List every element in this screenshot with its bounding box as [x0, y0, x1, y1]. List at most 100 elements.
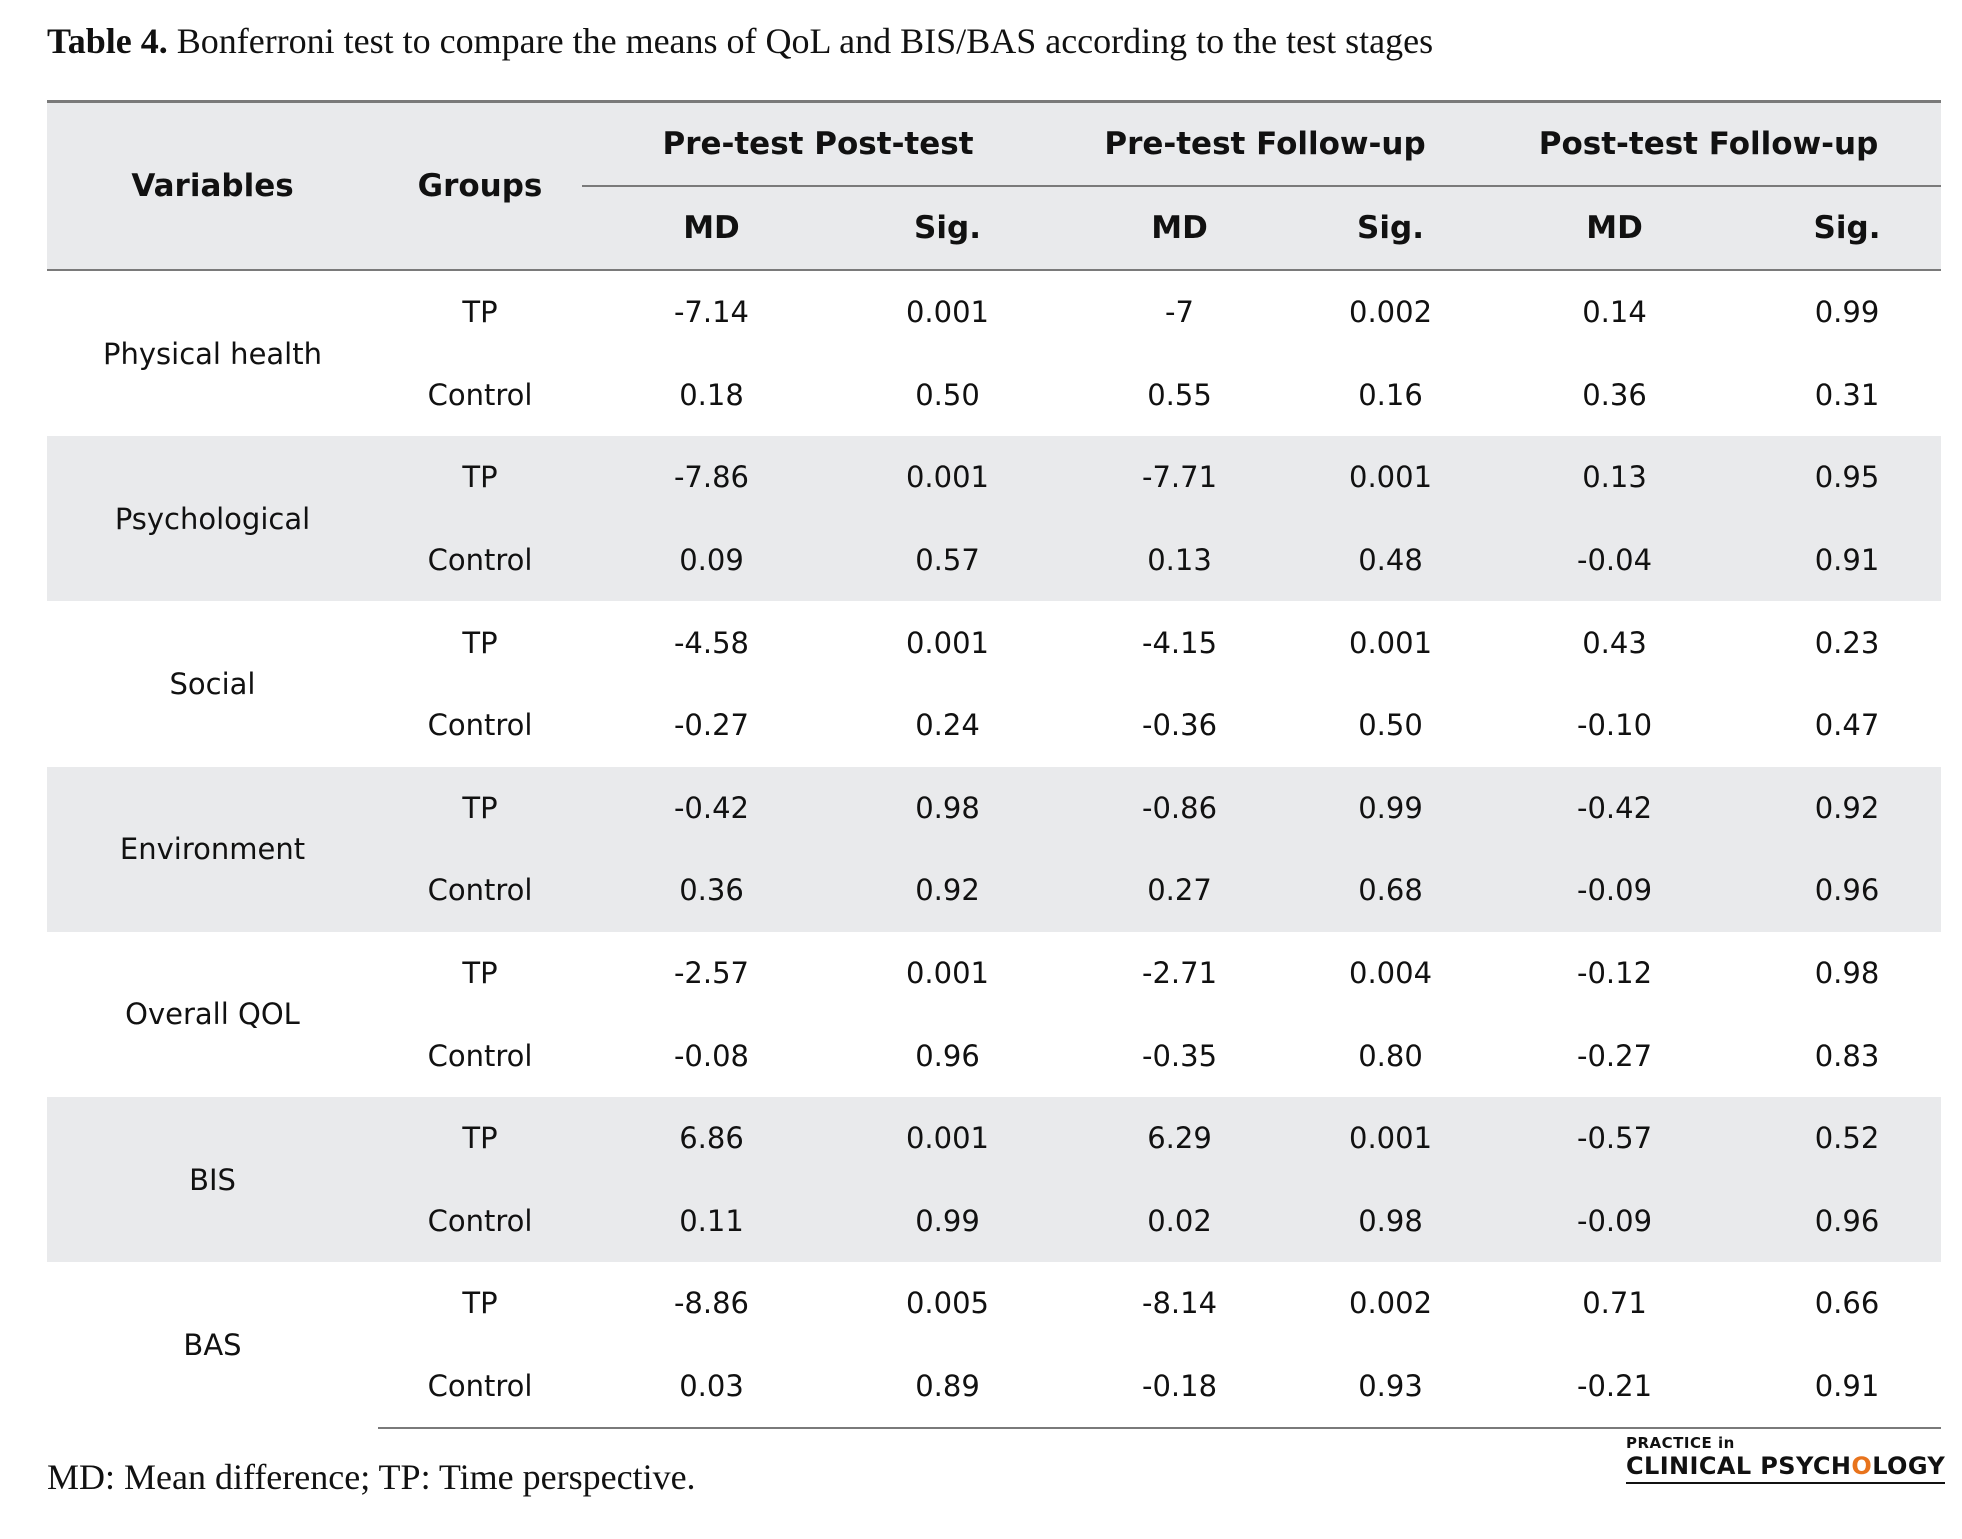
md-cell: -7.14 [673, 295, 750, 330]
sig-cell: 0.47 [1814, 708, 1880, 743]
table-row: Control 0.03 0.89 -0.18 0.93 -0.21 0.91 [47, 1344, 1942, 1430]
sig-cell: 0.16 [1358, 377, 1423, 412]
variable-cell: Psychological [47, 436, 378, 602]
group-cell: TP [378, 436, 582, 519]
md-cell: 0.14 [1582, 295, 1647, 330]
md-cell: -0.42 [582, 766, 841, 850]
group-cell: TP [378, 1096, 582, 1180]
sig-cell: 0.98 [1814, 956, 1880, 991]
variable-cell: Physical health [103, 336, 322, 371]
md-cell: 0.13 [1054, 518, 1306, 602]
sig-cell: 0.80 [1358, 1038, 1423, 1073]
sig-cell: 0.23 [1814, 625, 1880, 660]
header-posttest-followup: Post-test Follow-up [1476, 101, 1942, 187]
table-caption-label: Table 4. [47, 21, 168, 61]
md-cell: -0.12 [1576, 956, 1653, 991]
md-cell: -7.71 [1054, 436, 1306, 519]
group-cell: Control [378, 849, 582, 932]
md-cell: 0.27 [1054, 849, 1306, 932]
table-body: Physical health TP -7.14 0.001 -7 0.002 0.14 0.… [47, 270, 1942, 1430]
table-caption-text: Bonferroni test to compare the means of … [176, 21, 1434, 61]
group-cell: TP [462, 625, 498, 660]
journal-logo: PRACTICE in CLINICAL PSYCHOLOGY [1626, 1434, 1946, 1484]
table-row: Control 0.11 0.99 0.02 0.98 -0.09 0.96 [47, 1179, 1942, 1263]
md-cell: 0.36 [1582, 377, 1647, 412]
table-row: BAS TP -8.86 0.005 -8.14 0.002 0.71 0.66 [47, 1262, 1941, 1362]
sig-cell: 0.001 [905, 295, 990, 330]
variable-cell: BAS [183, 1328, 242, 1363]
sig-cell: 0.002 [1349, 1286, 1433, 1321]
sig-cell: 0.95 [1753, 436, 1942, 519]
md-cell: 0.43 [1582, 625, 1647, 660]
table-row: Control 0.36 0.92 0.27 0.68 -0.09 0.96 [47, 849, 1942, 932]
logo-main-b: LOGY [1872, 1452, 1946, 1480]
variable-cell: Social [169, 666, 256, 701]
md-cell: -0.27 [1576, 1038, 1653, 1073]
group-cell: TP [462, 1286, 498, 1321]
table-row: Control 0.09 0.57 0.13 0.48 -0.04 0.91 [47, 518, 1942, 602]
table-row: Environment TP -0.42 0.98 -0.86 0.99 -0.42 0.92 [47, 766, 1942, 932]
sig-cell: 0.52 [1753, 1096, 1942, 1180]
md-cell: 0.55 [1147, 377, 1212, 412]
sig-cell: 0.66 [1814, 1286, 1880, 1321]
md-cell: -8.14 [1141, 1286, 1218, 1321]
sig-cell: 0.99 [1814, 295, 1880, 330]
table-row: Control 0.18 0.50 0.55 0.16 0.36 0.31 [47, 354, 1941, 437]
group-cell: TP [462, 956, 498, 991]
md-cell: -2.71 [1141, 956, 1218, 991]
sig-cell: 0.001 [1305, 436, 1477, 519]
header-variables: Variables [47, 101, 378, 270]
sig-cell: 0.99 [1305, 766, 1477, 850]
sig-cell: 0.24 [915, 708, 980, 743]
table-row: Physical health TP -7.14 0.001 -7 0.002 0.14 0.… [47, 270, 1941, 370]
sig-cell: 0.89 [841, 1344, 1055, 1430]
sig-cell: 0.001 [1349, 625, 1433, 660]
md-cell: -0.08 [673, 1038, 750, 1073]
md-cell: -0.86 [1054, 766, 1306, 850]
header-groups: Groups [378, 101, 582, 270]
sig-cell: 0.92 [841, 849, 1055, 932]
sig-cell: 0.91 [1753, 1344, 1942, 1430]
sig-cell: 0.96 [915, 1038, 980, 1073]
bonferroni-table: Variables Groups Pre-test Post-test Pre-… [47, 100, 1942, 1430]
sig-cell: 0.31 [1814, 377, 1880, 412]
table-footnote: MD: Mean difference; TP: Time perspectiv… [47, 1457, 696, 1497]
md-cell: 0.09 [582, 518, 841, 602]
header-md: MD [582, 186, 841, 270]
md-cell: -0.10 [1576, 708, 1653, 743]
md-cell: -0.18 [1054, 1344, 1306, 1430]
header-md: MD [1054, 186, 1306, 270]
group-cell: Control [427, 1038, 533, 1073]
sig-cell: 0.001 [905, 625, 990, 660]
header-sig: Sig. [841, 186, 1055, 270]
md-cell: -7 [1165, 295, 1194, 330]
md-cell: 0.71 [1582, 1286, 1647, 1321]
md-cell: -0.36 [1141, 708, 1218, 743]
sig-cell: 0.98 [841, 766, 1055, 850]
sig-cell: 0.96 [1753, 849, 1942, 932]
sig-cell: 0.98 [1305, 1179, 1477, 1263]
sig-cell: 0.91 [1753, 518, 1942, 602]
group-cell: TP [462, 295, 498, 330]
header-pretest-followup: Pre-test Follow-up [1054, 101, 1477, 187]
table-row: BIS TP 6.86 0.001 6.29 0.001 -0.57 0.52 [47, 1096, 1942, 1263]
table-row: Psychological TP -7.86 0.001 -7.71 0.001 0.13 0… [47, 436, 1942, 602]
md-cell: -0.35 [1141, 1038, 1218, 1073]
md-cell: -0.57 [1476, 1096, 1754, 1180]
table-caption: Table 4. Bonferroni test to compare the … [47, 20, 1433, 62]
logo-main-text: CLINICAL PSYCHOLOGY [1626, 1452, 1946, 1484]
sig-cell: 0.001 [1305, 1096, 1477, 1180]
md-cell: 0.36 [582, 849, 841, 932]
md-cell: -8.86 [673, 1286, 750, 1321]
header-pretest-posttest: Pre-test Post-test [582, 101, 1055, 187]
md-cell: -0.04 [1476, 518, 1754, 602]
header-md: MD [1476, 186, 1754, 270]
sig-cell: 0.99 [841, 1179, 1055, 1263]
group-cell: Control [378, 518, 582, 602]
table-row: Social TP -4.58 0.001 -4.15 0.001 0.43 0.23 [47, 601, 1941, 701]
header-sig: Sig. [1753, 186, 1942, 270]
md-cell: 6.29 [1054, 1096, 1306, 1180]
variable-cell: Environment [47, 766, 378, 932]
group-cell: TP [378, 766, 582, 850]
